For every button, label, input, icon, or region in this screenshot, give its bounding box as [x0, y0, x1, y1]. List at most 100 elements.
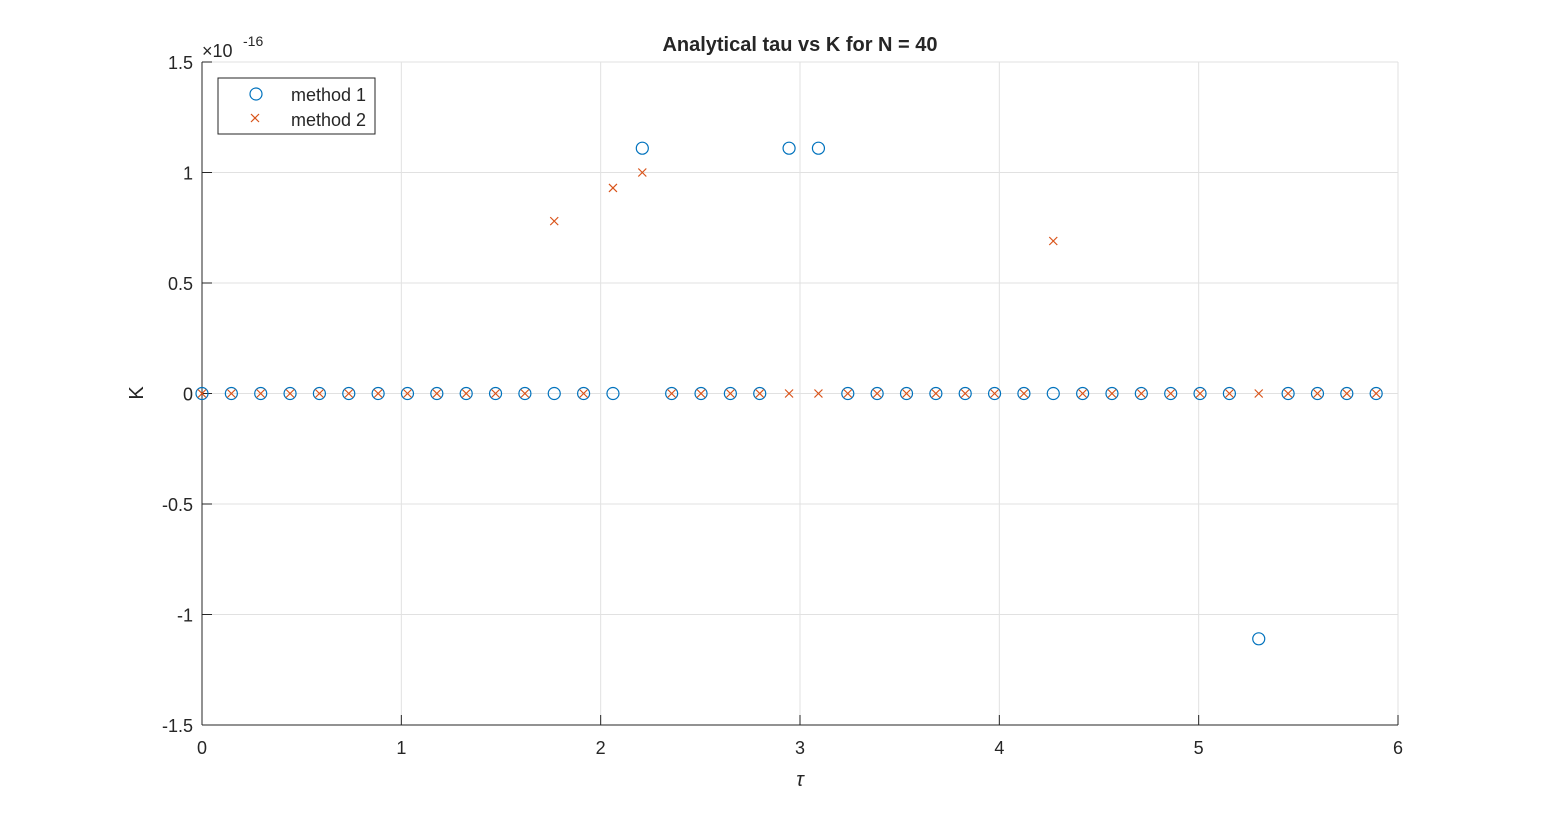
- method-1-point: [929, 386, 943, 401]
- y-tick-label: 0: [183, 385, 193, 405]
- x-tick-label: 1: [396, 738, 406, 758]
- method-1-point: [987, 386, 1002, 401]
- method-1-point: [811, 141, 826, 155]
- method-1-point: [753, 386, 767, 401]
- method-2-point: [226, 389, 236, 398]
- method-2-point: [608, 183, 618, 193]
- method-1-point: [782, 141, 796, 155]
- method-2-point: [667, 389, 677, 398]
- method-1-point: [342, 386, 356, 401]
- y-tick-label: 0.5: [168, 274, 193, 294]
- method-2-point: [403, 389, 412, 398]
- method-2-point: [872, 389, 882, 398]
- method-2-point: [491, 389, 500, 398]
- method-1-point: [1369, 386, 1383, 401]
- method-1-point: [1164, 386, 1178, 401]
- method-1-point: [283, 386, 297, 401]
- method-1-point: [606, 386, 620, 401]
- method-1-point: [1046, 386, 1060, 401]
- method-2-point: [931, 389, 941, 398]
- method-1-point: [224, 386, 238, 401]
- method-2-point: [1136, 389, 1146, 398]
- legend-marker-method-1: [249, 87, 263, 101]
- method-2-point: [520, 389, 530, 398]
- method-1-point: [518, 386, 532, 401]
- method-1-point: [958, 386, 972, 401]
- x-tick-label: 4: [994, 738, 1004, 758]
- method-2-point: [461, 389, 471, 398]
- x-axis-label: τ: [796, 769, 805, 791]
- method-2-point: [1313, 389, 1322, 398]
- y-exponent-base: ×10: [202, 41, 233, 61]
- legend-label-method-2: method 2: [291, 110, 366, 130]
- y-exponent-power: -16: [243, 33, 263, 49]
- method-1-point: [1193, 386, 1207, 401]
- method-2-point: [197, 389, 207, 398]
- method-2-point: [784, 389, 794, 398]
- method-1-point: [1222, 386, 1237, 401]
- method-2-point: [1254, 389, 1264, 398]
- x-tick-label: 5: [1194, 738, 1204, 758]
- x-tick-label: 3: [795, 738, 805, 758]
- method-2-point: [1107, 389, 1117, 398]
- method-1-point: [635, 141, 649, 155]
- x-tick-label: 6: [1393, 738, 1403, 758]
- y-axis-label: K: [126, 386, 148, 400]
- method-2-point: [843, 389, 853, 398]
- method-2-point: [285, 389, 295, 398]
- method-2-point: [637, 168, 647, 177]
- method-2-point: [256, 389, 266, 398]
- method-1-point: [254, 386, 268, 401]
- method-2-point: [902, 389, 911, 398]
- method-1-point: [400, 386, 415, 401]
- method-2-point: [960, 389, 970, 398]
- chart-title: Analytical tau vs K for N = 40: [662, 34, 937, 56]
- method-2-point: [1283, 389, 1293, 398]
- method-1-point: [1252, 632, 1266, 646]
- method-1-point: [577, 386, 591, 401]
- method-1-point: [195, 386, 209, 401]
- method-1-point: [841, 386, 855, 401]
- method-2-point: [1195, 389, 1205, 398]
- legend: method 1 method 2: [217, 77, 376, 135]
- method-2-point: [432, 389, 442, 398]
- x-tick-label: 2: [596, 738, 606, 758]
- method-1-point: [488, 386, 503, 401]
- method-1-point: [694, 386, 708, 401]
- method-1-point: [1340, 386, 1354, 401]
- method-2-point: [1019, 389, 1029, 398]
- method-1-point: [1134, 386, 1148, 401]
- method-1-point: [1017, 386, 1031, 401]
- method-1-point: [547, 386, 561, 401]
- method-2-point: [990, 389, 999, 398]
- method-1-point: [371, 386, 385, 401]
- y-exponent: ×10 -16: [202, 33, 263, 61]
- method-1-point: [1105, 386, 1119, 401]
- method-1-point: [899, 386, 914, 401]
- method-1-point: [1281, 386, 1295, 401]
- legend-marker-method-2: [250, 113, 260, 123]
- method-2-point: [1371, 389, 1381, 398]
- legend-box: [217, 77, 376, 135]
- method-2-point: [696, 389, 706, 398]
- method-1-point: [870, 386, 884, 401]
- method-2-point: [725, 389, 735, 398]
- data-markers: [195, 141, 1383, 646]
- legend-label-method-1: method 1: [291, 85, 366, 105]
- y-tick-label: -0.5: [162, 495, 193, 515]
- method-2-point: [1078, 389, 1088, 398]
- method-1-point: [1076, 386, 1090, 401]
- method-1-point: [665, 386, 679, 401]
- method-2-point: [549, 216, 559, 226]
- method-2-point: [1048, 236, 1058, 246]
- method-2-point: [814, 389, 823, 398]
- method-2-point: [755, 389, 765, 398]
- method-2-point: [1224, 389, 1234, 398]
- method-1-point: [312, 386, 327, 401]
- method-2-point: [579, 389, 589, 398]
- y-tick-label: 1: [183, 164, 193, 184]
- x-tick-label: 0: [197, 738, 207, 758]
- method-2-point: [1342, 389, 1352, 398]
- method-2-point: [314, 389, 324, 398]
